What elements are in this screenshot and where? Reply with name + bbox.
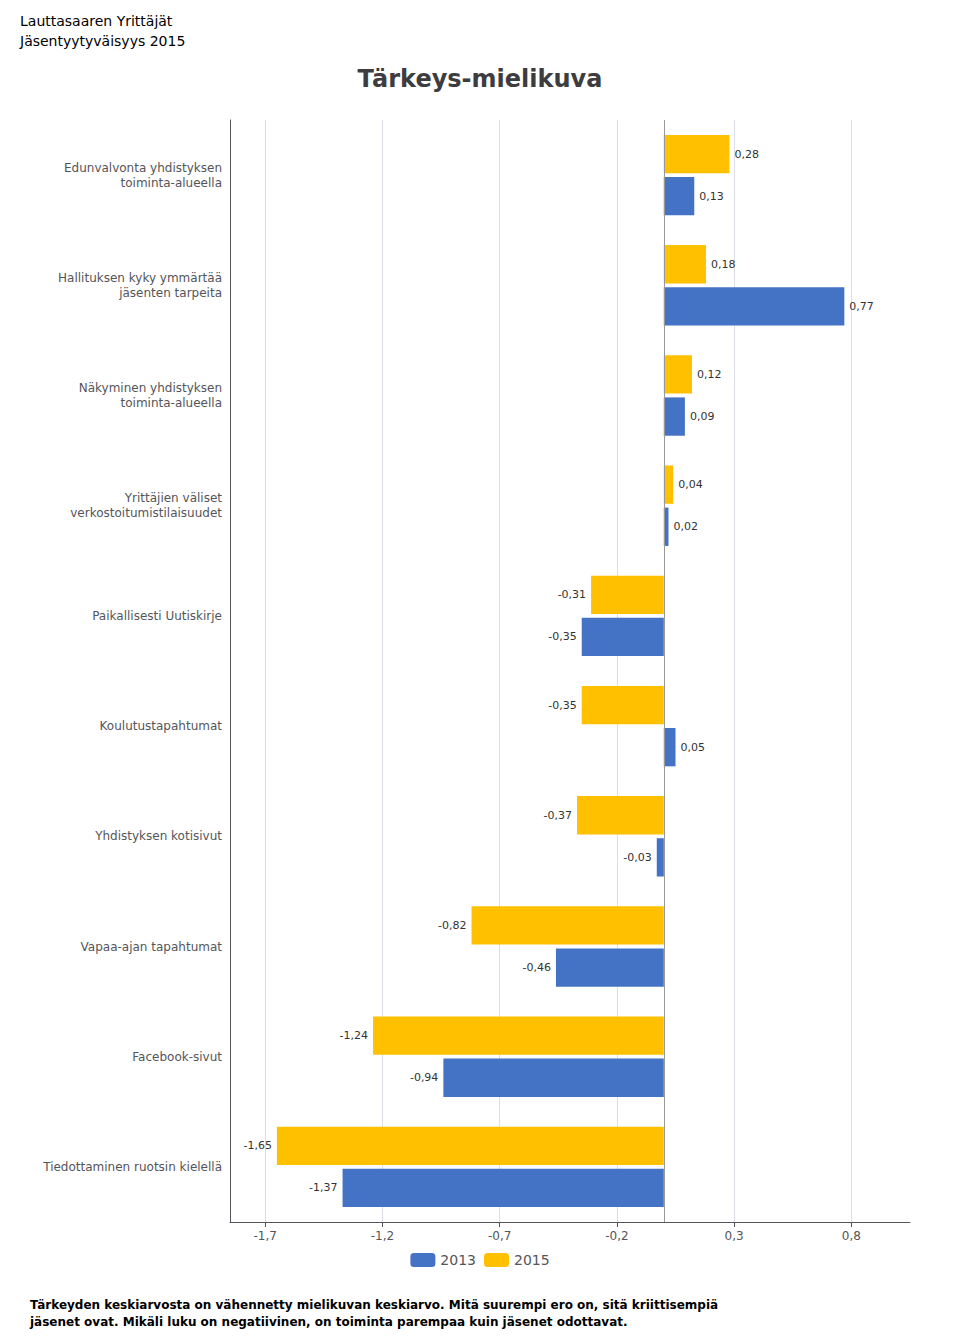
svg-text:0,77: 0,77 (849, 300, 874, 313)
svg-text:0,09: 0,09 (690, 410, 715, 423)
svg-text:-0,37: -0,37 (544, 809, 572, 822)
svg-text:Tärkeyden keskiarvosta on vähe: Tärkeyden keskiarvosta on vähennetty mie… (30, 1298, 718, 1312)
svg-text:0,3: 0,3 (725, 1229, 744, 1243)
svg-text:0,05: 0,05 (681, 741, 706, 754)
svg-text:-1,24: -1,24 (340, 1029, 368, 1042)
svg-text:Jäsentyytyväisyys 2015: Jäsentyytyväisyys 2015 (19, 33, 185, 49)
svg-text:toiminta-alueella: toiminta-alueella (121, 176, 222, 190)
svg-text:0,13: 0,13 (699, 190, 724, 203)
svg-text:0,28: 0,28 (734, 148, 759, 161)
svg-text:-0,82: -0,82 (438, 919, 466, 932)
svg-text:-0,7: -0,7 (488, 1229, 511, 1243)
svg-text:Facebook-sivut: Facebook-sivut (132, 1050, 222, 1064)
svg-text:0,04: 0,04 (678, 478, 703, 491)
svg-text:jäsenet ovat. Mikäli luku on n: jäsenet ovat. Mikäli luku on negatiivine… (29, 1315, 628, 1329)
svg-text:-0,31: -0,31 (558, 588, 586, 601)
svg-text:-0,94: -0,94 (410, 1071, 438, 1084)
svg-text:jäsenten tarpeita: jäsenten tarpeita (118, 286, 222, 300)
svg-text:-1,65: -1,65 (243, 1139, 271, 1152)
svg-text:Näkyminen yhdistyksen: Näkyminen yhdistyksen (79, 381, 222, 395)
svg-text:2013: 2013 (440, 1252, 476, 1268)
svg-text:Yrittäjien väliset: Yrittäjien väliset (124, 491, 223, 505)
svg-text:-1,2: -1,2 (371, 1229, 394, 1243)
svg-text:2015: 2015 (514, 1252, 550, 1268)
svg-text:Vapaa-ajan tapahtumat: Vapaa-ajan tapahtumat (81, 940, 223, 954)
svg-text:0,8: 0,8 (842, 1229, 861, 1243)
svg-text:-1,7: -1,7 (253, 1229, 276, 1243)
svg-text:verkostoitumistilaisuudet: verkostoitumistilaisuudet (70, 506, 222, 520)
svg-text:-0,35: -0,35 (548, 630, 576, 643)
svg-text:0,12: 0,12 (697, 368, 722, 381)
svg-text:-0,46: -0,46 (522, 961, 550, 974)
svg-text:Tiedottaminen ruotsin kielellä: Tiedottaminen ruotsin kielellä (42, 1160, 222, 1174)
svg-text:toiminta-alueella: toiminta-alueella (121, 396, 222, 410)
svg-text:Edunvalvonta yhdistyksen: Edunvalvonta yhdistyksen (64, 161, 222, 175)
svg-text:0,18: 0,18 (711, 258, 736, 271)
svg-text:-0,03: -0,03 (623, 851, 651, 864)
svg-text:Paikallisesti Uutiskirje: Paikallisesti Uutiskirje (92, 609, 222, 623)
svg-text:0,02: 0,02 (673, 520, 698, 533)
svg-text:Koulutustapahtumat: Koulutustapahtumat (100, 719, 223, 733)
svg-text:-1,37: -1,37 (309, 1181, 337, 1194)
svg-text:Hallituksen kyky ymmärtää: Hallituksen kyky ymmärtää (58, 271, 222, 285)
svg-text:Tärkeys-mielikuva: Tärkeys-mielikuva (358, 65, 603, 93)
svg-text:Yhdistyksen kotisivut: Yhdistyksen kotisivut (94, 829, 222, 843)
svg-text:-0,2: -0,2 (605, 1229, 628, 1243)
svg-text:-0,35: -0,35 (548, 699, 576, 712)
svg-text:Lauttasaaren Yrittäjät: Lauttasaaren Yrittäjät (20, 13, 173, 29)
